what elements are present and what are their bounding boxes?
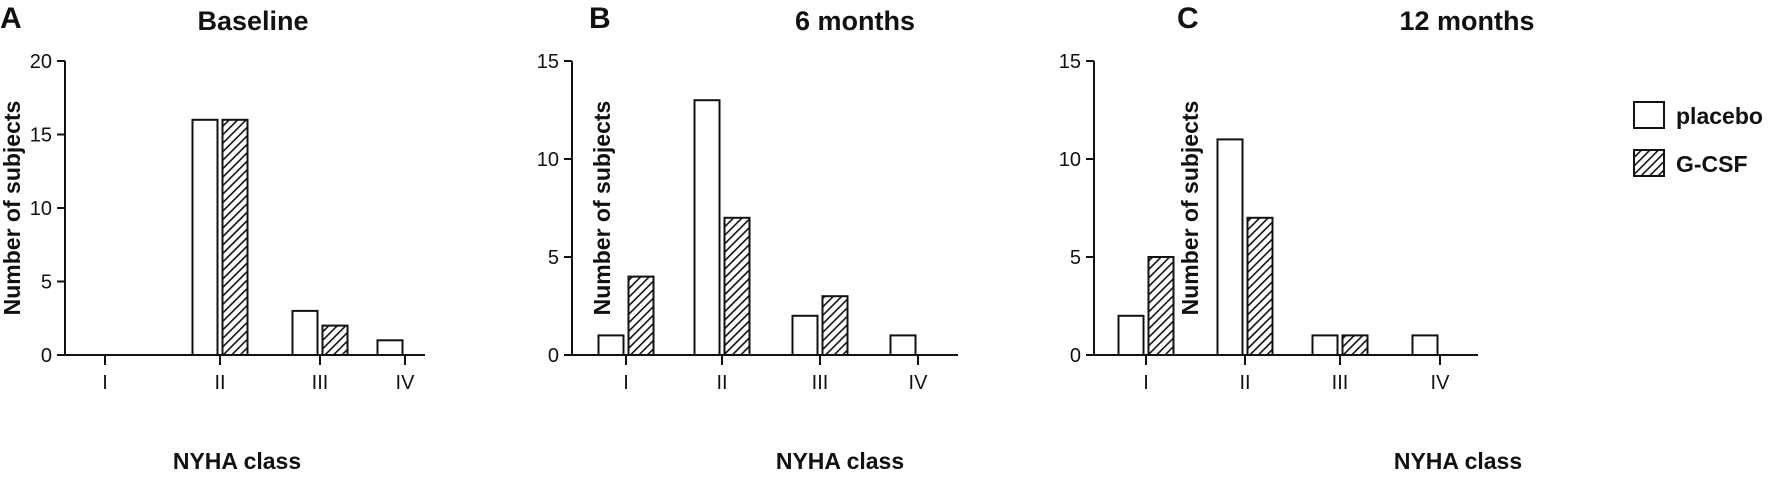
bar-placebo-IV [376, 339, 404, 356]
x-tick-label: IV [396, 372, 416, 394]
y-tick-label: 10 [30, 198, 52, 220]
x-axis-label: NYHA class [776, 448, 904, 474]
x-tick-label: II [214, 372, 225, 394]
x-tick-label: II [1239, 372, 1250, 394]
panel-letter: B [589, 2, 611, 35]
y-axis-label: Number of subjects [0, 101, 25, 316]
chart-title: 6 months [795, 6, 915, 36]
bar-gcsf-III [1341, 334, 1369, 356]
legend-label-placebo: placebo [1676, 103, 1763, 129]
bar-placebo-II [693, 99, 721, 356]
y-tick-label: 10 [1059, 149, 1081, 171]
bar-placebo-III [791, 314, 819, 356]
y-tick-label: 15 [30, 125, 52, 147]
x-tick-label: IV [909, 372, 929, 394]
legend-label-gcsf: G-CSF [1676, 151, 1748, 177]
panel-c: C 12 months Number of subjects NYHA clas… [1059, 2, 1535, 474]
legend-swatch-placebo [1633, 101, 1665, 129]
bar-placebo-IV [889, 334, 917, 356]
x-tick-label: I [102, 372, 108, 394]
bar-gcsf-II [723, 216, 751, 356]
y-axis-label: Number of subjects [589, 101, 615, 316]
x-axis-label: NYHA class [173, 448, 301, 474]
bar-gcsf-II [1246, 216, 1274, 356]
bar-gcsf-III [821, 295, 849, 357]
bar-placebo-II [1216, 138, 1244, 356]
y-tick-label: 5 [548, 247, 559, 269]
x-tick-label: III [812, 372, 829, 394]
y-tick-label: 5 [1070, 247, 1081, 269]
panel-letter: A [0, 2, 22, 35]
bar-placebo-III [291, 309, 319, 356]
x-tick-label: III [312, 372, 329, 394]
panel-b: B 6 months Number of subjects NYHA class… [537, 2, 958, 474]
y-tick-label: 10 [537, 149, 559, 171]
y-tick-label: 20 [30, 51, 52, 73]
bar-placebo-IV [1411, 334, 1439, 356]
y-tick-label: 5 [41, 272, 52, 294]
legend: placebo G-CSF [1633, 101, 1763, 177]
bar-placebo-III [1311, 334, 1339, 356]
y-tick-label: 0 [548, 345, 559, 367]
bar-gcsf-I [1147, 256, 1175, 356]
y-tick-label: 15 [1059, 51, 1081, 73]
bar-gcsf-III [321, 324, 349, 357]
x-tick-label: I [1143, 372, 1149, 394]
x-tick-label: IV [1431, 372, 1451, 394]
legend-swatch-gcsf [1633, 149, 1665, 177]
y-tick-label: 0 [41, 345, 52, 367]
bar-gcsf-II [221, 118, 249, 356]
chart-title: 12 months [1399, 6, 1534, 36]
bar-gcsf-I [627, 275, 655, 357]
y-axis-label: Number of subjects [1177, 101, 1203, 316]
y-tick-label: 15 [537, 51, 559, 73]
bar-placebo-I [597, 334, 625, 356]
panel-a: A Baseline Number of subjects NYHA class… [0, 2, 425, 474]
chart-title: Baseline [197, 6, 308, 36]
x-tick-label: III [1332, 372, 1349, 394]
bar-placebo-I [1117, 314, 1145, 356]
panel-letter: C [1177, 2, 1199, 35]
x-tick-label: II [716, 372, 727, 394]
x-tick-label: I [623, 372, 629, 394]
x-axis-label: NYHA class [1394, 448, 1522, 474]
bar-placebo-II [191, 118, 219, 356]
y-tick-label: 0 [1070, 345, 1081, 367]
